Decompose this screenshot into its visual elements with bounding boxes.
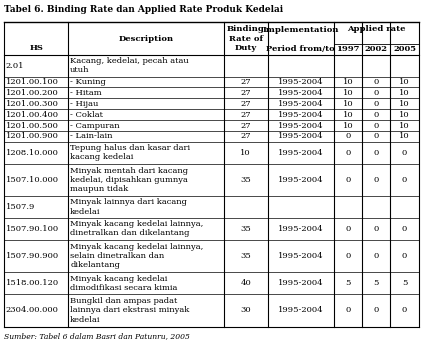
Text: 1201.00.900: 1201.00.900 (6, 132, 59, 140)
Text: - Hitam: - Hitam (70, 89, 102, 97)
Text: 27: 27 (240, 89, 251, 97)
Text: 0: 0 (373, 149, 379, 157)
Text: 1995-2004: 1995-2004 (278, 176, 323, 184)
Text: Applied rate: Applied rate (347, 25, 406, 33)
Text: 1997: 1997 (336, 45, 360, 53)
Text: Kacang, kedelai, pecah atau
utuh: Kacang, kedelai, pecah atau utuh (70, 57, 189, 74)
Text: 1995-2004: 1995-2004 (278, 89, 323, 97)
Text: 0: 0 (345, 252, 351, 260)
Text: 1995-2004: 1995-2004 (278, 306, 323, 314)
Text: 35: 35 (240, 176, 251, 184)
Text: Period from/to: Period from/to (266, 45, 335, 53)
Text: - Hijau: - Hijau (70, 100, 99, 108)
Text: Description: Description (119, 35, 174, 42)
Text: Minyak kacang kedelai
dimodifikasi secara kimia: Minyak kacang kedelai dimodifikasi secar… (70, 275, 178, 292)
Text: 0: 0 (373, 132, 379, 140)
Text: 10: 10 (399, 78, 410, 86)
Text: 0: 0 (373, 100, 379, 108)
Text: 27: 27 (240, 78, 251, 86)
Text: 27: 27 (240, 110, 251, 119)
Text: 1201.00.200: 1201.00.200 (6, 89, 59, 97)
Text: 10: 10 (399, 132, 410, 140)
Text: 10: 10 (343, 89, 353, 97)
Text: 40: 40 (240, 279, 251, 287)
Text: 30: 30 (240, 306, 251, 314)
Text: 0: 0 (373, 176, 379, 184)
Text: 1208.10.000: 1208.10.000 (6, 149, 59, 157)
Text: 10: 10 (399, 89, 410, 97)
Text: 1201.00.400: 1201.00.400 (6, 110, 59, 119)
Text: - Coklat: - Coklat (70, 110, 103, 119)
Text: - Lain-lain: - Lain-lain (70, 132, 113, 140)
Text: Minyak kacang kedelai lainnya,
dinetralkan dan dikelantang: Minyak kacang kedelai lainnya, dinetralk… (70, 220, 203, 237)
Text: 1995-2004: 1995-2004 (278, 110, 323, 119)
Text: 35: 35 (240, 225, 251, 233)
Text: Minyak kacang kedelai lainnya,
selain dinetralkan dan
dikelantang: Minyak kacang kedelai lainnya, selain di… (70, 243, 203, 269)
Text: Sumber: Tabel 6 dalam Basri dan Patunru, 2005: Sumber: Tabel 6 dalam Basri dan Patunru,… (4, 332, 190, 340)
Text: 1995-2004: 1995-2004 (278, 78, 323, 86)
Text: 0: 0 (345, 176, 351, 184)
Text: Tabel 6. Binding Rate dan Applied Rate Produk Kedelai: Tabel 6. Binding Rate dan Applied Rate P… (4, 5, 283, 14)
Text: 10: 10 (343, 110, 353, 119)
Text: 10: 10 (343, 100, 353, 108)
Text: Bungkil dan ampas padat
lainnya dari ekstrasi minyak
kedelai: Bungkil dan ampas padat lainnya dari eks… (70, 297, 189, 324)
Text: 5: 5 (373, 279, 379, 287)
Text: 0: 0 (402, 176, 407, 184)
Text: Implementation: Implementation (262, 26, 339, 35)
Text: 0: 0 (402, 225, 407, 233)
Text: 0: 0 (373, 110, 379, 119)
Text: 0: 0 (345, 306, 351, 314)
Text: 1507.10.000: 1507.10.000 (6, 176, 59, 184)
Text: 0: 0 (402, 252, 407, 260)
Text: HS: HS (29, 44, 43, 52)
Text: 1995-2004: 1995-2004 (278, 149, 323, 157)
Text: 0: 0 (373, 89, 379, 97)
Text: 10: 10 (399, 110, 410, 119)
Text: 5: 5 (402, 279, 407, 287)
Text: 1201.00.100: 1201.00.100 (6, 78, 59, 86)
Text: 27: 27 (240, 132, 251, 140)
Text: 0: 0 (402, 149, 407, 157)
Text: 10: 10 (343, 78, 353, 86)
Text: 2.01: 2.01 (6, 62, 24, 70)
Text: 1507.90.100: 1507.90.100 (6, 225, 59, 233)
Text: 0: 0 (345, 132, 351, 140)
Text: 1995-2004: 1995-2004 (278, 225, 323, 233)
Text: 5: 5 (345, 279, 351, 287)
Text: 10: 10 (399, 121, 410, 130)
Text: 1507.9: 1507.9 (6, 203, 35, 211)
Text: 1507.90.900: 1507.90.900 (6, 252, 59, 260)
Text: 10: 10 (343, 121, 353, 130)
Text: 1995-2004: 1995-2004 (278, 132, 323, 140)
Text: 2005: 2005 (393, 45, 416, 53)
Text: 1201.00.300: 1201.00.300 (6, 100, 59, 108)
Text: 1201.00.500: 1201.00.500 (6, 121, 59, 130)
Text: 0: 0 (402, 306, 407, 314)
Text: 1995-2004: 1995-2004 (278, 100, 323, 108)
Text: 0: 0 (345, 149, 351, 157)
Text: 27: 27 (240, 100, 251, 108)
Text: 1995-2004: 1995-2004 (278, 252, 323, 260)
Text: 1518.00.120: 1518.00.120 (6, 279, 59, 287)
Text: - Campuran: - Campuran (70, 121, 120, 130)
Text: 0: 0 (373, 306, 379, 314)
Text: 0: 0 (373, 225, 379, 233)
Text: 2304.00.000: 2304.00.000 (6, 306, 59, 314)
Text: 10: 10 (240, 149, 251, 157)
Text: 35: 35 (240, 252, 251, 260)
Text: 0: 0 (373, 121, 379, 130)
Text: Tepung halus dan kasar dari
kacang kedelai: Tepung halus dan kasar dari kacang kedel… (70, 144, 190, 161)
Text: 1995-2004: 1995-2004 (278, 279, 323, 287)
Text: 0: 0 (373, 78, 379, 86)
Text: Binding
Rate of
Duty: Binding Rate of Duty (227, 25, 265, 52)
Text: 0: 0 (373, 252, 379, 260)
Text: Minyak lainnya dari kacang
kedelai: Minyak lainnya dari kacang kedelai (70, 198, 187, 216)
Text: 10: 10 (399, 100, 410, 108)
Text: 0: 0 (345, 225, 351, 233)
Text: Minyak mentah dari kacang
kedelai, dipisahkan gumnya
maupun tidak: Minyak mentah dari kacang kedelai, dipis… (70, 167, 188, 193)
Text: 1995-2004: 1995-2004 (278, 121, 323, 130)
Text: 2002: 2002 (365, 45, 388, 53)
Text: 27: 27 (240, 121, 251, 130)
Text: - Kuning: - Kuning (70, 78, 106, 86)
